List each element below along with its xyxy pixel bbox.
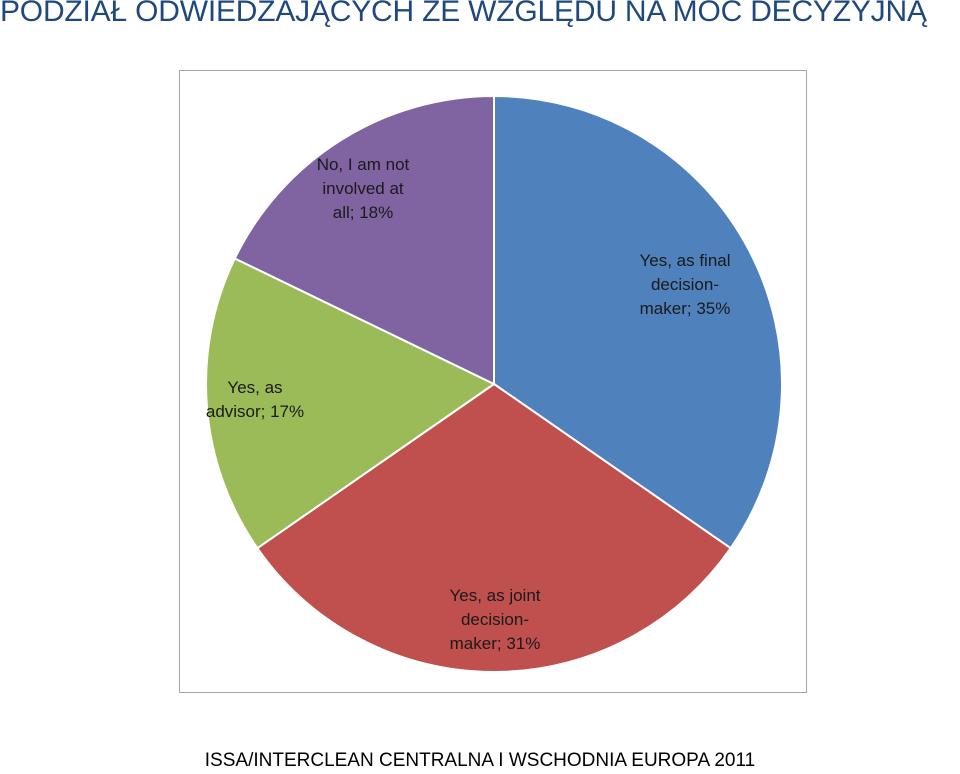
- pie-slice-label-line: Yes, as final: [639, 251, 730, 270]
- pie-slice-label-2: Yes, as joint decision-maker; 31%: [449, 586, 540, 653]
- pie-slice-label-4: No, I am not involved at all; 18%: [317, 155, 410, 222]
- pie-slice-2: [255, 382, 733, 673]
- pie-slice-label-line: advisor; 17%: [206, 402, 304, 421]
- pie-slice-label-line: Yes, as joint: [449, 586, 540, 605]
- pie-slice-4: [233, 94, 495, 386]
- pie-slice-label-line: Yes, as: [227, 378, 282, 397]
- pie-slice-label-line: all; 18%: [333, 203, 393, 222]
- chart-frame: Yes, as final decision-maker; 35% Yes, as …: [179, 70, 807, 693]
- pie-chart: Yes, as final decision-maker; 35%Yes, as …: [205, 94, 783, 673]
- pie-slice-3: [205, 257, 496, 550]
- pie-slice-1: [493, 94, 783, 550]
- page-title: PODZIAŁ ODWIEDZAJĄCYCH ZE WZGLĘDU NA MOC…: [0, 0, 927, 28]
- pie-slice-label-line: decision-: [651, 275, 719, 294]
- pie-slice-label-line: maker; 35%: [640, 299, 731, 318]
- pie-slice-label-line: decision-: [461, 610, 529, 629]
- pie-slice-label-line: maker; 31%: [450, 634, 541, 653]
- pie-slice-label-line: involved at: [322, 179, 404, 198]
- pie-slice-label-1: Yes, as final decision-maker; 35%: [639, 251, 730, 318]
- pie-slice-label-line: No, I am not: [317, 155, 410, 174]
- footer-caption: ISSA/INTERCLEAN CENTRALNA I WSCHODNIA EU…: [204, 750, 756, 771]
- pie-slice-label-3: Yes, as advisor; 17%: [206, 378, 304, 421]
